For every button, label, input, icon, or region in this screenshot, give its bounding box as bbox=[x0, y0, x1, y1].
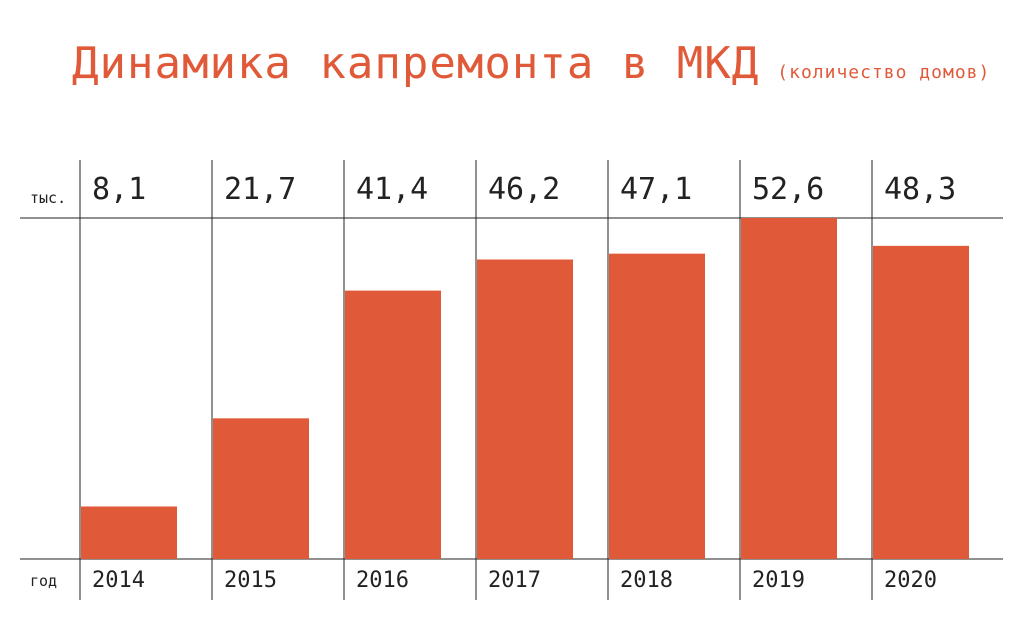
category-label-2020: 2020 bbox=[884, 568, 937, 593]
bars-group bbox=[81, 218, 969, 560]
category-label-2018: 2018 bbox=[620, 568, 673, 593]
value-unit-label: тыс. bbox=[30, 189, 66, 207]
bar-2016 bbox=[345, 290, 441, 559]
column-separators bbox=[79, 160, 873, 600]
category-label-2014: 2014 bbox=[92, 568, 145, 593]
value-label-2014: 8,1 bbox=[92, 172, 146, 207]
value-label-2016: 41,4 bbox=[356, 172, 428, 207]
bar-2020 bbox=[873, 245, 969, 560]
value-label-2017: 46,2 bbox=[488, 172, 560, 207]
value-label-2018: 47,1 bbox=[620, 172, 692, 207]
category-label-2019: 2019 bbox=[752, 568, 805, 593]
category-label-2016: 2016 bbox=[356, 568, 409, 593]
bar-2018 bbox=[609, 253, 705, 560]
value-labels-group: 8,1 21,7 41,4 46,2 47,1 52,6 48,3 bbox=[92, 172, 956, 207]
value-label-2020: 48,3 bbox=[884, 172, 956, 207]
chart-title-block: Динамика капремонта в МКД (количество дом… bbox=[72, 38, 990, 89]
chart-subtitle: (количество домов) bbox=[777, 62, 991, 83]
category-label-2017: 2017 bbox=[488, 568, 541, 593]
chart-title: Динамика капремонта в МКД bbox=[72, 38, 760, 89]
value-label-2019: 52,6 bbox=[752, 172, 824, 207]
category-label-2015: 2015 bbox=[224, 568, 277, 593]
category-axis-label: год bbox=[30, 572, 57, 590]
bar-2015 bbox=[213, 418, 309, 559]
bar-2019 bbox=[741, 218, 837, 559]
category-labels-group: 2014 2015 2016 2017 2018 2019 2020 bbox=[92, 568, 937, 593]
bar-2014 bbox=[81, 506, 177, 559]
value-label-2015: 21,7 bbox=[224, 172, 296, 207]
bar-2017 bbox=[477, 259, 573, 559]
